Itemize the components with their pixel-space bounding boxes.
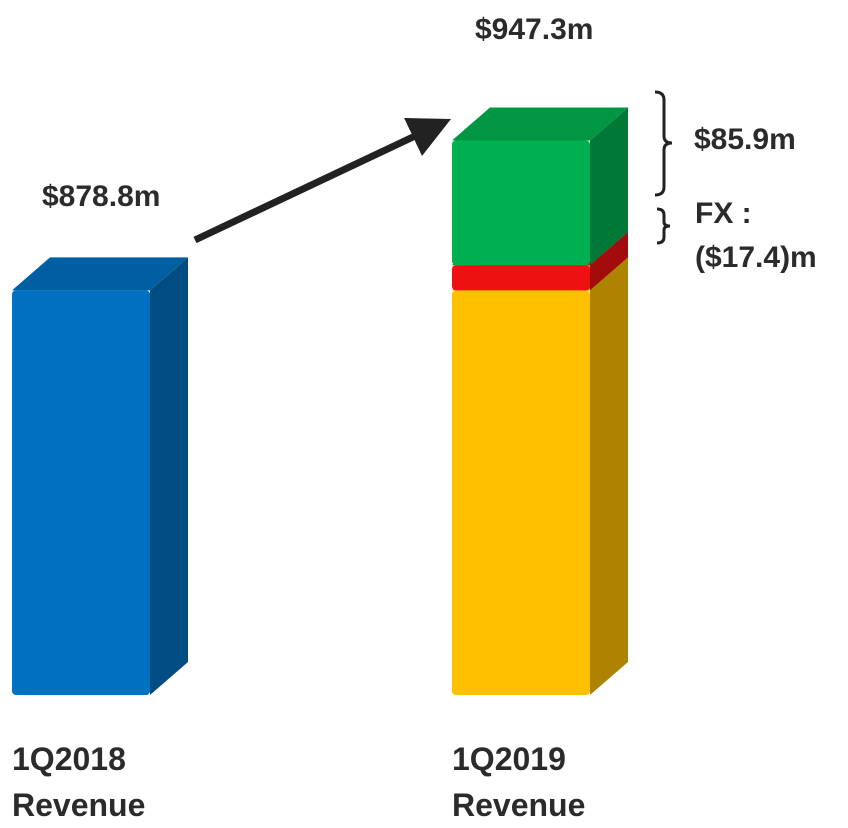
bar — [452, 107, 628, 695]
bracket — [654, 90, 673, 197]
bar-block — [12, 257, 188, 695]
segment-label: FX : ($17.4)m — [695, 197, 817, 274]
bar-side — [150, 257, 188, 695]
bar-side — [590, 232, 628, 291]
growth-arrow — [193, 117, 451, 244]
bar-front — [452, 265, 590, 291]
bar — [12, 257, 188, 695]
category-label: 1Q2018 Revenue — [12, 741, 146, 823]
bar-side — [590, 107, 628, 266]
bar-block — [452, 107, 628, 266]
category-label: 1Q2019 Revenue — [452, 741, 586, 823]
bar-block — [452, 257, 628, 695]
value-label: $947.3m — [475, 13, 594, 46]
bar-top — [12, 257, 188, 291]
bar-front — [12, 290, 150, 695]
bar-front — [452, 290, 590, 695]
segment-label: $85.9m — [694, 123, 796, 156]
bar-front — [452, 140, 590, 266]
bar-top — [452, 107, 628, 141]
value-label: $878.8m — [42, 180, 161, 213]
bracket — [656, 207, 671, 245]
bar-side — [590, 257, 628, 695]
